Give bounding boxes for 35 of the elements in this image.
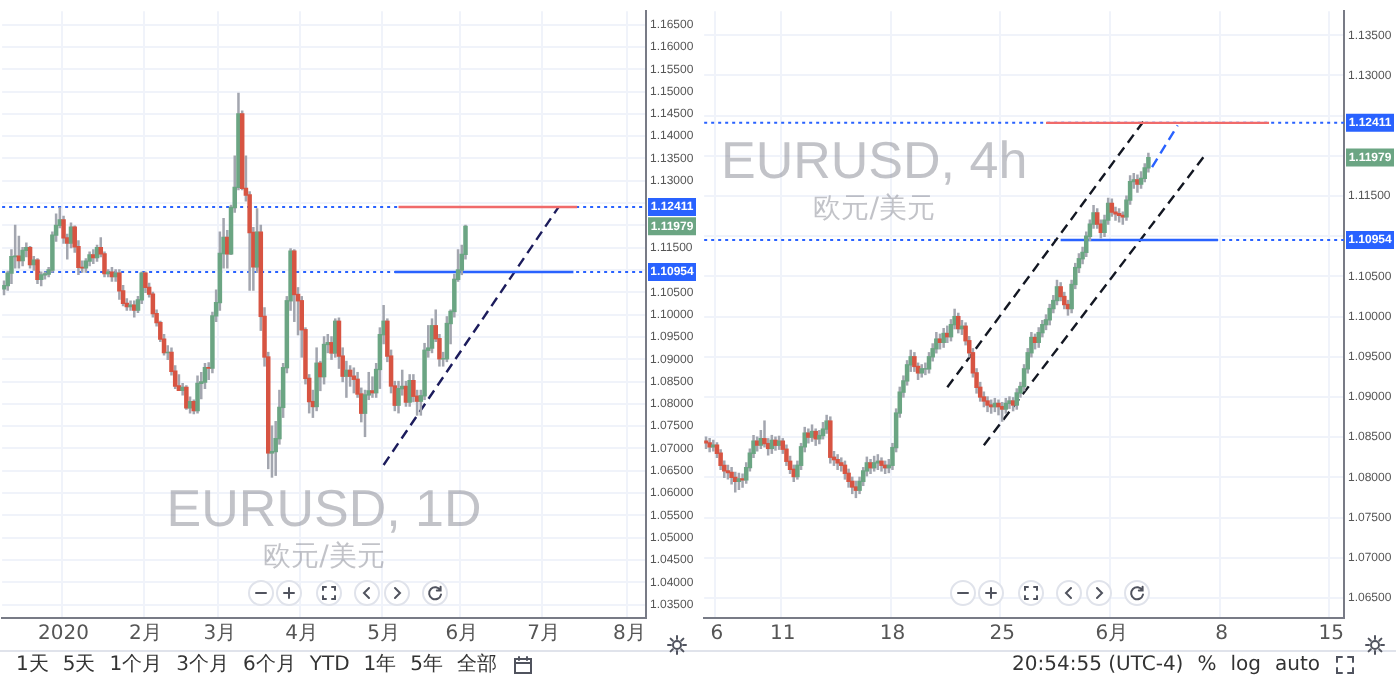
text: 全部 bbox=[457, 653, 498, 677]
text: EURUSD, 1D bbox=[166, 478, 482, 539]
text: EURUSD, 4h bbox=[721, 130, 1028, 191]
candlestick bbox=[839, 457, 844, 472]
text: 欧元/美元 bbox=[813, 193, 935, 226]
text: 1年 bbox=[363, 653, 397, 677]
x-tick-label: 18 bbox=[879, 623, 906, 646]
candlestick bbox=[762, 420, 767, 448]
x-tick-label: 8 bbox=[1215, 623, 1228, 646]
text: % bbox=[1197, 653, 1217, 677]
text: 6个月 bbox=[243, 653, 296, 677]
x-tick-label: 11 bbox=[770, 623, 796, 646]
text: auto bbox=[1274, 653, 1320, 677]
text: YTD bbox=[309, 653, 350, 677]
x-tick-label: 7月 bbox=[527, 623, 561, 646]
text: 5年 bbox=[410, 653, 444, 677]
text: 20:54:55 (UTC-4) bbox=[1012, 653, 1184, 677]
text: 3个月 bbox=[176, 653, 229, 677]
x-tick-label: 2月 bbox=[129, 623, 162, 646]
x-tick-label: 2020 bbox=[38, 623, 89, 646]
text: 1天 bbox=[16, 653, 49, 677]
candlestick bbox=[1113, 206, 1118, 221]
x-tick-label: 4月 bbox=[285, 623, 319, 646]
x-tick-label: 5月 bbox=[367, 623, 400, 646]
x-tick-label: 6月 bbox=[445, 623, 479, 646]
x-tick-label: 6月 bbox=[1095, 623, 1129, 646]
x-tick-label: 15 bbox=[1318, 623, 1344, 646]
text: 欧元/美元 bbox=[263, 541, 385, 574]
text: log bbox=[1230, 653, 1261, 677]
x-tick-label: 8月 bbox=[612, 623, 646, 646]
text: 5天 bbox=[62, 653, 96, 677]
text: 1个月 bbox=[109, 653, 163, 677]
x-tick-label: 25 bbox=[989, 623, 1015, 646]
x-tick-label: 3月 bbox=[203, 623, 237, 646]
x-tick-label: 6 bbox=[710, 623, 724, 646]
